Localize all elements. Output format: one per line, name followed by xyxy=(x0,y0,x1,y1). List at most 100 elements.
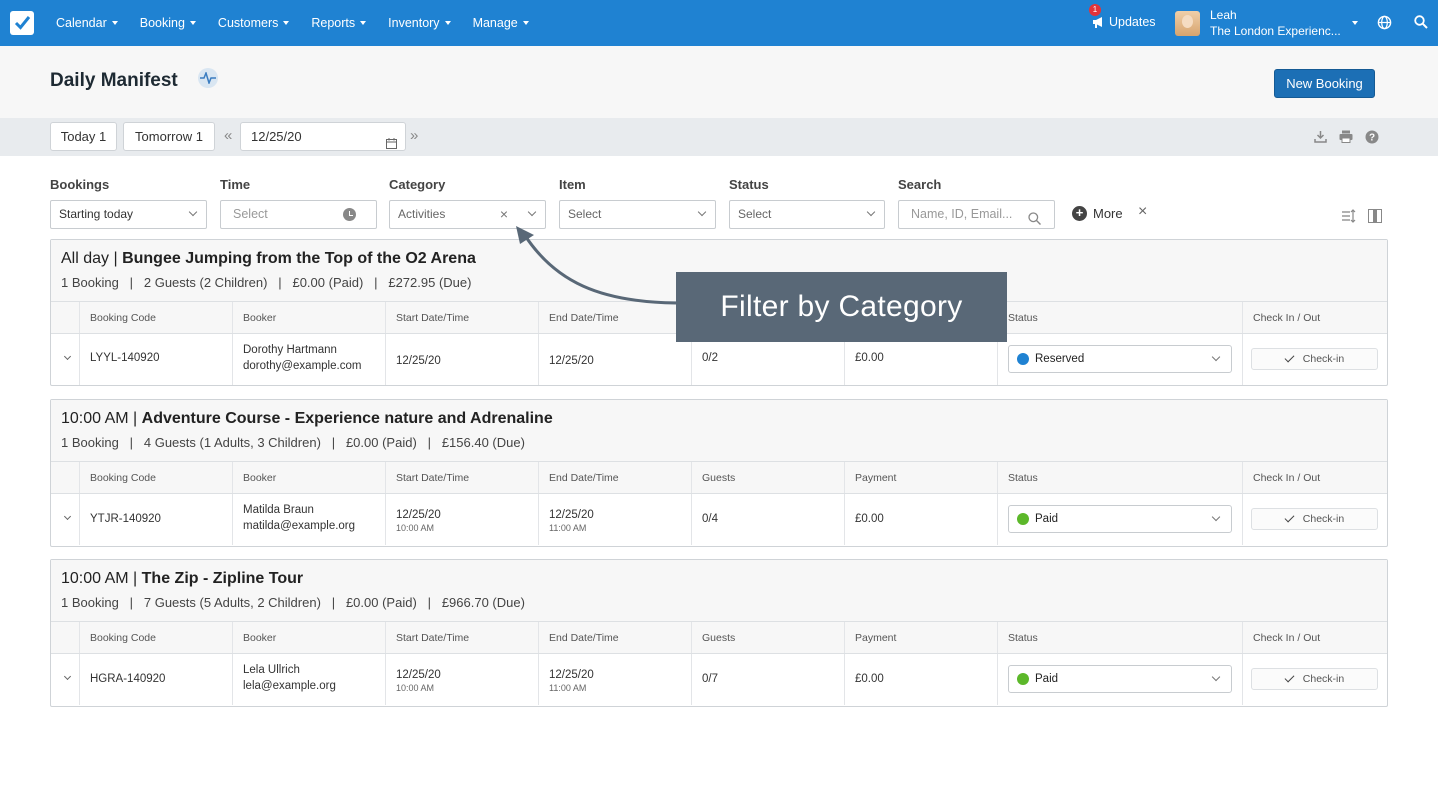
column-booker: Booker xyxy=(243,312,277,324)
nav-manage[interactable]: Manage xyxy=(473,16,529,30)
group-time: 10:00 AM | xyxy=(61,570,138,587)
time-filter-label: Time xyxy=(220,177,251,192)
nav-reports[interactable]: Reports xyxy=(311,16,367,30)
bookings-filter-select[interactable]: Starting today xyxy=(50,200,207,229)
print-icon[interactable] xyxy=(1339,130,1353,148)
nav-calendar[interactable]: Calendar xyxy=(56,16,118,30)
group-title[interactable]: All day | Bungee Jumping from the Top of… xyxy=(61,250,476,268)
nav-booking[interactable]: Booking xyxy=(140,16,196,30)
booker-name[interactable]: Matilda Braun xyxy=(243,504,314,516)
nav-booking-label: Booking xyxy=(139,16,185,30)
booker-email[interactable]: lela@example.org xyxy=(243,680,336,692)
check-in-button[interactable]: Check-in xyxy=(1251,668,1378,690)
booker-name[interactable]: Lela Ullrich xyxy=(243,664,300,676)
guests-count: 0/7 xyxy=(702,673,718,685)
check-in-button[interactable]: Check-in xyxy=(1251,508,1378,530)
booker-email[interactable]: matilda@example.org xyxy=(243,520,356,532)
time-filter-placeholder: Select xyxy=(233,207,268,221)
time-filter-input[interactable]: Select xyxy=(220,200,377,229)
user-menu-caret-icon[interactable] xyxy=(1352,21,1358,25)
status-dot xyxy=(1017,673,1029,685)
chevron-down-icon xyxy=(866,207,876,217)
app-logo-checkbox-icon[interactable] xyxy=(10,11,34,35)
clear-category-icon[interactable]: × xyxy=(499,206,508,222)
expand-row-chevron-icon[interactable] xyxy=(63,672,72,681)
activity-pulse-icon[interactable] xyxy=(198,68,218,88)
column-check-in-out: Check In / Out xyxy=(1253,472,1321,484)
booker-name[interactable]: Dorothy Hartmann xyxy=(243,344,337,356)
booking-status-select[interactable]: Paid xyxy=(1008,505,1232,533)
booking-code[interactable]: HGRA-140920 xyxy=(90,673,166,685)
booking-status-select[interactable]: Reserved xyxy=(1008,345,1232,373)
status-dot xyxy=(1017,513,1029,525)
nav-customers[interactable]: Customers xyxy=(218,16,290,30)
column-booking-code: Booking Code xyxy=(90,312,156,324)
clock-icon xyxy=(343,208,356,221)
column-check-in-out: Check In / Out xyxy=(1253,312,1321,324)
payment-amount: £0.00 xyxy=(855,352,884,364)
group-title[interactable]: 10:00 AM | The Zip - Zipline Tour xyxy=(61,570,303,588)
nav-reports-label: Reports xyxy=(311,16,356,30)
end-date: 12/25/20 xyxy=(549,355,594,367)
status-dot xyxy=(1017,353,1029,365)
chevron-down-icon xyxy=(1211,672,1221,682)
status-filter-placeholder: Select xyxy=(738,207,772,221)
payment-amount: £0.00 xyxy=(855,513,884,525)
group-item-name: Bungee Jumping from the Top of the O2 Ar… xyxy=(122,250,476,267)
previous-day-icon[interactable]: « xyxy=(224,127,233,144)
globe-icon[interactable] xyxy=(1377,15,1392,35)
nav-inventory[interactable]: Inventory xyxy=(388,16,451,30)
expand-row-chevron-icon[interactable] xyxy=(63,512,72,521)
chevron-down-icon xyxy=(188,207,198,217)
user-name[interactable]: Leah xyxy=(1210,8,1237,22)
column-check-in-out: Check In / Out xyxy=(1253,632,1321,644)
date-input[interactable]: 12/25/20 xyxy=(240,122,406,151)
column-status: Status xyxy=(1008,632,1038,644)
calendar-icon[interactable] xyxy=(386,131,397,158)
table-row: YTJR-140920 Matilda Braun matilda@example… xyxy=(51,494,1387,545)
caret-down-icon xyxy=(522,21,529,25)
guests-count: 0/4 xyxy=(702,513,718,525)
booking-status-select[interactable]: Paid xyxy=(1008,665,1232,693)
search-filter-placeholder: Name, ID, Email... xyxy=(911,207,1013,221)
tutorial-callout: Filter by Category xyxy=(676,272,1007,342)
columns-icon[interactable] xyxy=(1368,209,1382,228)
group-item-name: Adventure Course - Experience nature and… xyxy=(141,410,553,427)
table-row: LYYL-140920 Dorothy Hartmann dorothy@exam… xyxy=(51,334,1387,385)
download-icon[interactable] xyxy=(1314,130,1327,148)
column-payment: Payment xyxy=(855,472,897,484)
new-booking-button[interactable]: New Booking xyxy=(1274,69,1375,98)
svg-text:?: ? xyxy=(1369,133,1375,144)
table-header: Booking Code Booker Start Date/Time End … xyxy=(51,622,1387,654)
column-end: End Date/Time xyxy=(549,472,619,484)
check-in-button[interactable]: Check-in xyxy=(1251,348,1378,370)
help-icon[interactable]: ? xyxy=(1365,130,1379,149)
updates-label: Updates xyxy=(1109,15,1156,29)
end-date: 12/25/20 xyxy=(549,669,594,681)
page-header: Daily Manifest New Booking xyxy=(0,46,1438,118)
end-time: 11:00 AM xyxy=(549,683,587,693)
more-filters-button[interactable]: + More xyxy=(1072,206,1123,221)
today-button[interactable]: Today 1 xyxy=(50,122,117,151)
avatar[interactable] xyxy=(1175,11,1200,36)
group-title[interactable]: 10:00 AM | Adventure Course - Experience… xyxy=(61,410,553,428)
status-filter-select[interactable]: Select xyxy=(729,200,885,229)
user-organization[interactable]: The London Experienc... xyxy=(1210,24,1340,38)
expand-row-chevron-icon[interactable] xyxy=(63,352,72,361)
search-icon[interactable] xyxy=(1414,15,1428,34)
updates-button[interactable]: 1 Updates xyxy=(1089,4,1156,29)
category-filter-select[interactable]: Activities × xyxy=(389,200,546,229)
booking-code[interactable]: YTJR-140920 xyxy=(90,513,161,525)
sort-icon[interactable] xyxy=(1342,209,1356,228)
booking-status-value: Paid xyxy=(1035,513,1059,525)
booking-group: All day | Bungee Jumping from the Top of… xyxy=(50,239,1388,386)
next-day-icon[interactable]: » xyxy=(410,127,419,144)
tomorrow-button[interactable]: Tomorrow 1 xyxy=(123,122,215,151)
column-start: Start Date/Time xyxy=(396,312,470,324)
booking-code[interactable]: LYYL-140920 xyxy=(90,352,160,364)
clear-filters-icon[interactable]: × xyxy=(1138,203,1148,220)
column-start: Start Date/Time xyxy=(396,472,470,484)
item-filter-select[interactable]: Select xyxy=(559,200,716,229)
search-filter-input[interactable]: Name, ID, Email... xyxy=(898,200,1055,229)
booker-email[interactable]: dorothy@example.com xyxy=(243,360,362,372)
